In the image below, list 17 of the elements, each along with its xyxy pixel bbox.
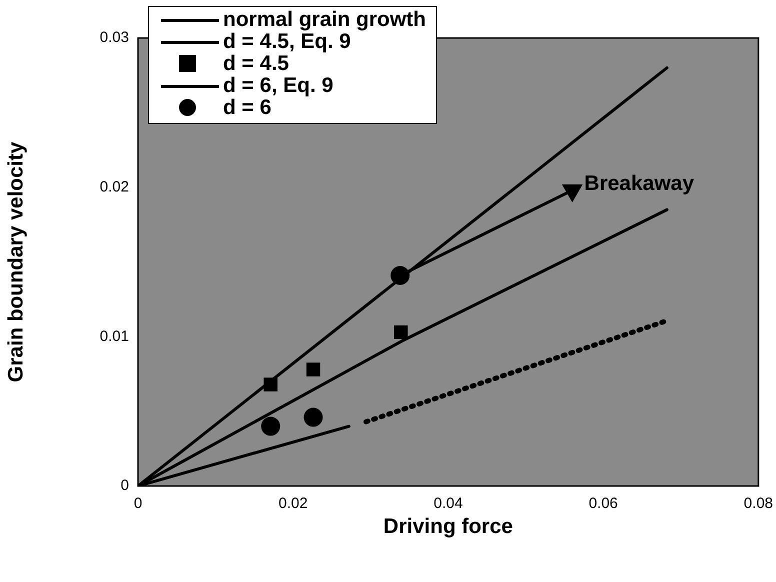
y-axis-title: Grain boundary velocity bbox=[4, 141, 28, 382]
x-tick-label: 0.06 bbox=[588, 495, 618, 512]
annotation: Breakaway bbox=[584, 172, 694, 196]
legend-label: d = 4.5, Eq. 9 bbox=[223, 30, 351, 53]
y-tick-label: 0.03 bbox=[100, 29, 129, 46]
x-tick-label: 0.04 bbox=[434, 495, 463, 512]
legend-label: d = 6, Eq. 9 bbox=[223, 74, 334, 97]
x-tick-label: 0 bbox=[134, 495, 142, 512]
legend-label: d = 4.5 bbox=[223, 52, 289, 75]
y-tick-label: 0.01 bbox=[100, 328, 129, 345]
legend-label: normal grain growth bbox=[223, 8, 426, 31]
x-axis-title: Driving force bbox=[383, 515, 513, 538]
x-tick-label: 0.02 bbox=[278, 495, 308, 512]
y-tick-label: 0.02 bbox=[100, 178, 129, 196]
y-tick-label: 0 bbox=[120, 477, 129, 494]
x-tick-label: 0.08 bbox=[744, 495, 774, 512]
legend-label: d = 6 bbox=[223, 96, 272, 119]
